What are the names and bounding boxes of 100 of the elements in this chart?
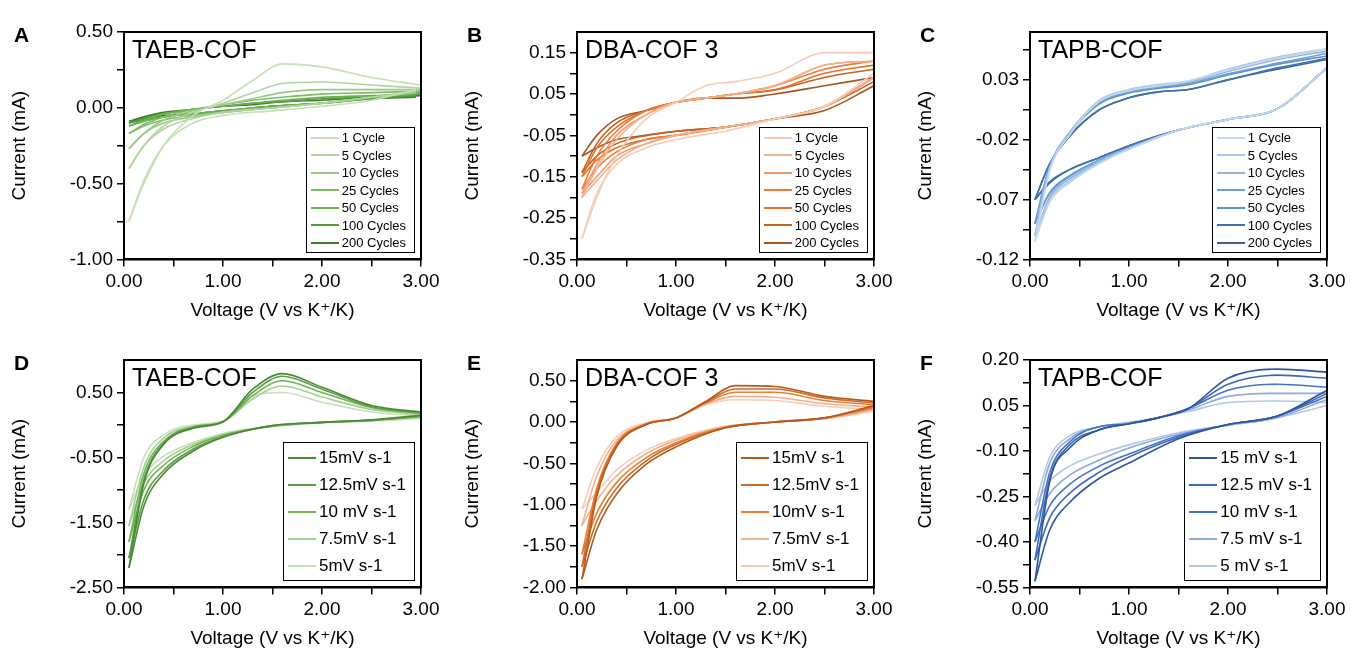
legend-label: 5 Cycles xyxy=(1247,147,1298,163)
y-axis-title: Current (mA) xyxy=(460,90,482,201)
legend-label: 10 Cycles xyxy=(794,165,852,181)
y-axis-title: Current (mA) xyxy=(913,418,935,529)
legend-label: 50 Cycles xyxy=(341,200,399,216)
y-tick-label: 0.03 xyxy=(982,68,1019,90)
chart-title: TAPB-COF xyxy=(1038,35,1163,63)
x-tick-label: 0.00 xyxy=(1011,598,1049,620)
legend-label: 5mV s-1 xyxy=(772,555,836,576)
x-tick-label: 3.00 xyxy=(855,270,893,292)
legend-label: 5mV s-1 xyxy=(319,555,383,576)
legend-label: 1 Cycle xyxy=(341,130,386,146)
legend-label: 5 mV s-1 xyxy=(1220,555,1289,576)
legend-label: 10mV s-1 xyxy=(772,501,845,522)
x-axis-title: Voltage (V vs K⁺/K) xyxy=(643,298,808,320)
x-tick-label: 0.00 xyxy=(558,598,596,620)
x-tick-label: 2.00 xyxy=(303,270,341,292)
y-tick-label: -2.50 xyxy=(69,575,113,597)
text: B xyxy=(467,23,483,46)
legend-label: 5 Cycles xyxy=(794,147,845,163)
y-tick-label: -0.15 xyxy=(522,164,566,186)
legend-label: 10 Cycles xyxy=(341,165,399,181)
legend-label: 1 Cycle xyxy=(1247,130,1292,146)
y-tick-label: -0.12 xyxy=(975,247,1019,269)
legend-label: 25 Cycles xyxy=(794,182,852,198)
y-tick-label: -2.00 xyxy=(522,575,566,597)
x-axis-title: Voltage (V vs K⁺/K) xyxy=(190,626,355,648)
y-tick-label: 0.15 xyxy=(529,40,566,62)
y-tick-label: 0.00 xyxy=(529,410,566,432)
y-axis-title: Current (mA) xyxy=(460,418,482,529)
x-tick-label: 2.00 xyxy=(1209,270,1247,292)
x-tick-label: 2.00 xyxy=(1209,598,1247,620)
y-tick-label: -0.25 xyxy=(522,206,566,228)
legend-label: 12.5mV s-1 xyxy=(319,474,406,495)
chart-title: DBA-COF 3 xyxy=(585,35,719,63)
y-axis-title: Current (mA) xyxy=(7,90,29,201)
y-tick-label: -0.25 xyxy=(975,484,1019,506)
y-tick-label: -0.10 xyxy=(975,439,1019,461)
y-axis-title: Current (mA) xyxy=(913,90,935,201)
y-tick-label: 0.05 xyxy=(982,393,1019,415)
legend-label: 200 Cycles xyxy=(341,235,406,251)
y-tick-label: -0.50 xyxy=(69,171,113,193)
x-tick-label: 0.00 xyxy=(105,598,143,620)
legend-label: 7.5 mV s-1 xyxy=(1220,528,1303,549)
legend-label: 25 Cycles xyxy=(1247,182,1305,198)
x-axis-title: Voltage (V vs K⁺/K) xyxy=(1096,298,1261,320)
y-tick-label: -0.50 xyxy=(522,451,566,473)
legend-label: 7.5mV s-1 xyxy=(772,528,850,549)
y-tick-label: -1.00 xyxy=(522,492,566,514)
legend-label: 1 Cycle xyxy=(794,130,839,146)
x-tick-label: 0.00 xyxy=(1011,270,1049,292)
text: A xyxy=(14,23,30,46)
x-tick-label: 2.00 xyxy=(303,598,341,620)
x-axis-title: Voltage (V vs K⁺/K) xyxy=(190,298,355,320)
legend-label: 10 Cycles xyxy=(1247,165,1305,181)
x-tick-label: 1.00 xyxy=(204,598,242,620)
y-tick-label: 0.50 xyxy=(529,368,566,390)
y-axis-title: Current (mA) xyxy=(7,418,29,529)
x-tick-label: 1.00 xyxy=(1110,270,1148,292)
legend-label: 200 Cycles xyxy=(794,235,859,251)
x-tick-label: 3.00 xyxy=(402,270,440,292)
x-tick-label: 0.00 xyxy=(558,270,596,292)
legend-label: 200 Cycles xyxy=(1247,235,1312,251)
y-tick-label: -0.05 xyxy=(522,123,566,145)
legend-label: 100 Cycles xyxy=(341,217,406,233)
legend-label: 25 Cycles xyxy=(341,182,399,198)
x-tick-label: 3.00 xyxy=(855,598,893,620)
legend-label: 15mV s-1 xyxy=(772,447,845,468)
y-tick-label: -0.35 xyxy=(522,247,566,269)
y-tick-label: 0.50 xyxy=(76,20,113,42)
x-tick-label: 2.00 xyxy=(756,270,794,292)
y-tick-label: -1.50 xyxy=(69,510,113,532)
y-tick-label: 0.00 xyxy=(76,96,113,118)
x-tick-label: 1.00 xyxy=(204,270,242,292)
legend-label: 100 Cycles xyxy=(794,217,859,233)
legend-label: 100 Cycles xyxy=(1247,217,1312,233)
text: D xyxy=(14,351,30,374)
chart-title: TAEB-COF xyxy=(132,35,257,63)
y-tick-label: -1.50 xyxy=(522,534,566,556)
legend-label: 7.5mV s-1 xyxy=(319,528,397,549)
y-tick-label: -1.00 xyxy=(69,247,113,269)
legend-label: 15mV s-1 xyxy=(319,447,392,468)
legend-label: 10 mV s-1 xyxy=(319,501,397,522)
x-tick-label: 3.00 xyxy=(1308,270,1346,292)
y-tick-label: -0.40 xyxy=(975,530,1019,552)
y-tick-label: -0.50 xyxy=(69,445,113,467)
x-tick-label: 1.00 xyxy=(657,270,695,292)
y-tick-label: 0.05 xyxy=(529,82,566,104)
x-tick-label: 0.00 xyxy=(105,270,143,292)
legend-label: 12.5 mV s-1 xyxy=(1220,474,1312,495)
x-axis-title: Voltage (V vs K⁺/K) xyxy=(1096,626,1261,648)
chart-title: TAPB-COF xyxy=(1038,363,1163,391)
y-tick-label: 0.50 xyxy=(76,380,113,402)
y-tick-label: -0.07 xyxy=(975,187,1019,209)
text: E xyxy=(467,351,482,374)
text: F xyxy=(920,351,933,374)
y-tick-label: 0.20 xyxy=(982,348,1019,370)
text: C xyxy=(920,23,936,46)
legend-label: 5 Cycles xyxy=(341,147,392,163)
x-tick-label: 3.00 xyxy=(402,598,440,620)
